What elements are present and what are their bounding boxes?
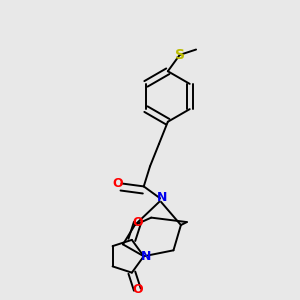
Text: O: O [132, 216, 143, 230]
Text: N: N [141, 250, 151, 263]
Text: S: S [175, 48, 185, 62]
Text: O: O [132, 283, 143, 296]
Text: O: O [112, 177, 123, 190]
Text: N: N [156, 191, 167, 204]
